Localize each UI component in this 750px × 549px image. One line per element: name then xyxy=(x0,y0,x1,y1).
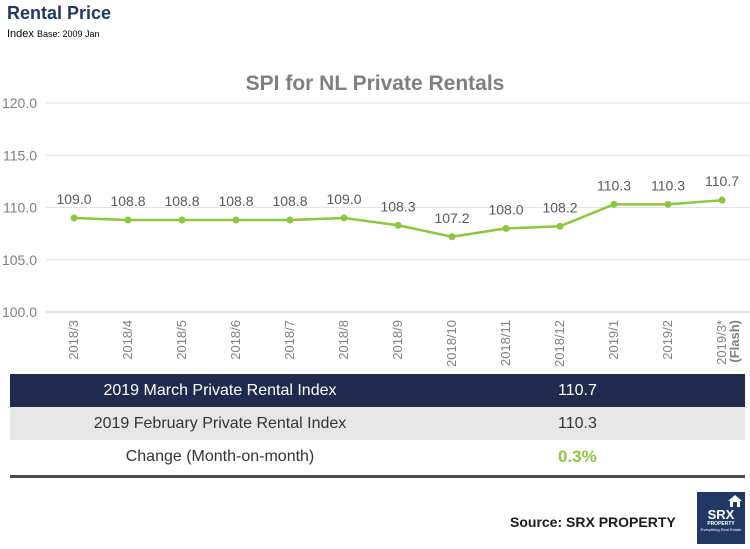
y-tick-label: 100.0 xyxy=(2,304,37,320)
data-point xyxy=(556,222,564,230)
table-divider xyxy=(10,475,745,478)
row-label: 2019 February Private Rental Index xyxy=(93,414,347,432)
data-label: 108.2 xyxy=(542,199,577,215)
line-chart: SPI for NL Private Rentals 100.0 105.0 110… xyxy=(2,72,750,367)
data-point xyxy=(340,214,348,222)
row-label: 2019 March Private Rental Index xyxy=(103,381,337,399)
x-tick-label: 2018/10 xyxy=(444,320,459,367)
data-point xyxy=(610,200,618,208)
page-title: Rental Price xyxy=(7,3,112,23)
x-tick-label: 2018/3 xyxy=(66,320,81,360)
data-label: 108.3 xyxy=(380,198,415,214)
data-label: 109.0 xyxy=(56,191,91,207)
page-subtitle: Index Base: 2009 Jan xyxy=(7,28,100,40)
data-point xyxy=(232,216,240,224)
row-label: Change (Month-on-month) xyxy=(125,447,315,465)
x-tick-label: 2018/9 xyxy=(390,320,405,360)
data-label: 108.8 xyxy=(164,193,199,209)
data-label: 110.3 xyxy=(651,177,685,193)
x-tick-label: 2018/12 xyxy=(552,320,567,367)
y-tick-label: 105.0 xyxy=(2,252,37,268)
x-tick-label: 2018/6 xyxy=(228,320,243,360)
table-row: 2019 March Private Rental Index 110.7 xyxy=(10,374,745,407)
data-label: 107.2 xyxy=(434,210,469,226)
x-tick-label: 2018/11 xyxy=(498,320,513,366)
x-axis-ticks: 2018/3 2018/4 2018/5 2018/6 2018/7 2018/8 2018… xyxy=(66,320,742,367)
x-tick-label: 2018/5 xyxy=(174,320,189,360)
grid-lines xyxy=(46,102,750,313)
row-value: 110.3 xyxy=(558,414,597,432)
data-labels: 109.0 108.8 108.8 108.8 108.8 109.0 108.3 107.2… xyxy=(56,173,739,226)
data-point xyxy=(664,200,672,208)
data-point xyxy=(448,233,456,241)
data-point xyxy=(718,196,726,204)
x-tick-label: 2018/8 xyxy=(336,320,351,360)
y-tick-label: 110.0 xyxy=(3,200,37,216)
y-tick-label: 120.0 xyxy=(2,95,37,111)
x-tick-label: 2018/4 xyxy=(120,320,135,360)
data-point xyxy=(70,214,78,222)
x-tick-label: 2019/1 xyxy=(606,320,621,360)
logo-tagline: Everything Real Estate xyxy=(700,527,742,532)
logo-text: SRX xyxy=(707,507,735,522)
data-point xyxy=(286,216,294,224)
summary-table: 2019 March Private Rental Index 110.7 20… xyxy=(10,374,745,473)
logo-subtext: PROPERTY xyxy=(707,521,735,527)
data-point xyxy=(394,221,402,229)
subtitle-base: Base: 2009 Jan xyxy=(36,29,100,39)
data-point xyxy=(178,216,186,224)
house-icon xyxy=(728,495,742,507)
y-tick-label: 115.0 xyxy=(3,147,37,163)
data-point xyxy=(124,216,132,224)
data-label: 108.8 xyxy=(272,193,307,209)
change-value: 0.3% xyxy=(558,446,597,466)
x-tick-label: 2019/2 xyxy=(660,320,675,360)
source-text: Source: SRX PROPERTY xyxy=(510,514,676,530)
x-tick-label: 2019/3*(Flash) xyxy=(714,320,742,365)
data-point xyxy=(502,224,510,232)
series-points xyxy=(70,196,726,241)
data-label: 109.0 xyxy=(326,191,361,207)
row-value: 110.7 xyxy=(558,381,597,399)
data-label: 108.0 xyxy=(488,201,523,217)
data-label: 108.8 xyxy=(218,193,253,209)
data-label: 110.7 xyxy=(705,173,739,189)
table-row: Change (Month-on-month) 0.3% xyxy=(10,440,745,473)
table-row: 2019 February Private Rental Index 110.3 xyxy=(10,407,745,440)
data-label: 110.3 xyxy=(597,177,631,193)
srx-logo: SRX PROPERTY Everything Real Estate xyxy=(697,492,745,544)
subtitle-main: Index xyxy=(7,28,34,40)
chart-title: SPI for NL Private Rentals xyxy=(246,72,505,95)
y-axis-ticks: 100.0 105.0 110.0 115.0 120.0 xyxy=(2,95,37,320)
data-label: 108.8 xyxy=(110,193,145,209)
x-tick-label: 2018/7 xyxy=(282,320,297,360)
